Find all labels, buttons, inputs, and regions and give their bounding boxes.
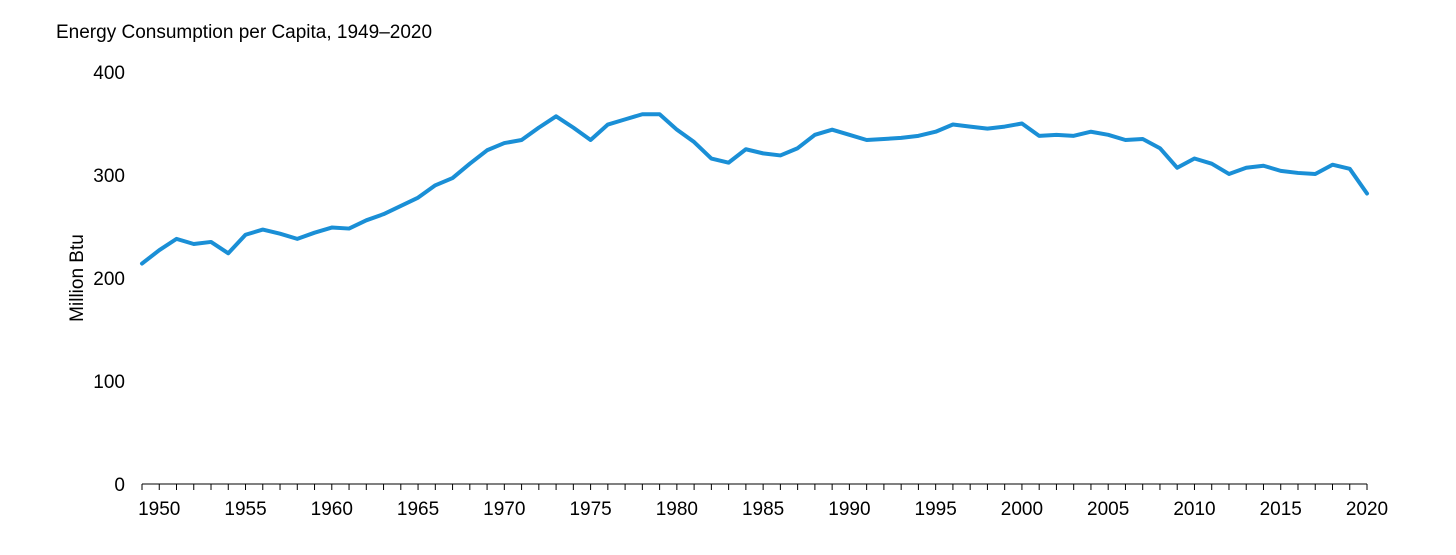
x-tick-label: 1970 [483, 499, 525, 520]
x-tick-label: 1975 [569, 499, 611, 520]
y-tick-label: 200 [93, 269, 125, 290]
series-line [140, 112, 1369, 266]
x-tick-label: 2010 [1173, 499, 1215, 520]
x-tick-label: 1990 [828, 499, 870, 520]
x-tick-label: 1950 [138, 499, 180, 520]
y-tick-label: 100 [93, 372, 125, 393]
x-tick-label: 1985 [742, 499, 784, 520]
y-tick-label: 300 [93, 166, 125, 187]
y-tick-label: 400 [93, 63, 125, 84]
y-axis: 0 100 200 300 400 [93, 63, 125, 496]
x-axis: 1950 1955 1960 1965 1970 1975 1980 1985 1990 1995… [138, 483, 1388, 520]
x-tick-label: 1995 [915, 499, 957, 520]
x-tick-label: 1960 [311, 499, 353, 520]
y-axis-title: Million Btu [67, 234, 88, 322]
x-tick-label: 2005 [1087, 499, 1129, 520]
x-tick-label: 2015 [1260, 499, 1302, 520]
series-layer [140, 112, 1369, 266]
x-tick-label: 1980 [656, 499, 698, 520]
chart-title: Energy Consumption per Capita, 1949–2020 [56, 22, 433, 43]
x-tick-label: 1955 [224, 499, 266, 520]
x-tick-label: 1965 [397, 499, 439, 520]
x-tick-label: 2000 [1001, 499, 1043, 520]
x-tick-label: 2020 [1346, 499, 1388, 520]
y-tick-label: 0 [114, 475, 125, 496]
